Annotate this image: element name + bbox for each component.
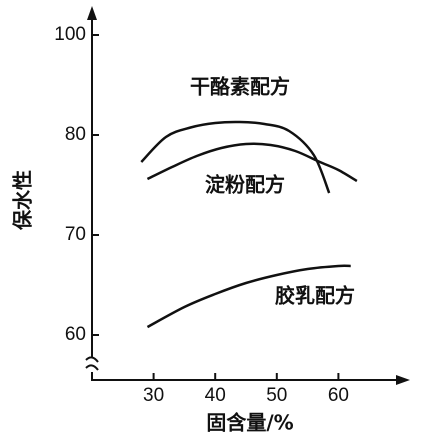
y-tick-label: 60: [65, 324, 86, 345]
line: [146, 264, 351, 329]
line: [146, 142, 358, 183]
y-tick-label: 70: [65, 224, 86, 245]
y-tick-label: 80: [65, 124, 86, 145]
y-axis-label: 保水性: [11, 170, 35, 231]
x-tick-label: 60: [328, 385, 349, 406]
series-label: 干酪素配方: [190, 75, 290, 99]
series-label: 淀粉配方: [205, 173, 285, 197]
axes: [85, 10, 405, 381]
x-tick-label: 40: [205, 385, 226, 406]
series-label: 胶乳配方: [275, 284, 355, 308]
y-tick-label: 100: [54, 24, 86, 45]
x-tick-label: 30: [143, 385, 164, 406]
x-tick-label: 50: [266, 385, 287, 406]
x-axis-label: 固含量/%: [206, 411, 293, 435]
line: [140, 120, 331, 194]
